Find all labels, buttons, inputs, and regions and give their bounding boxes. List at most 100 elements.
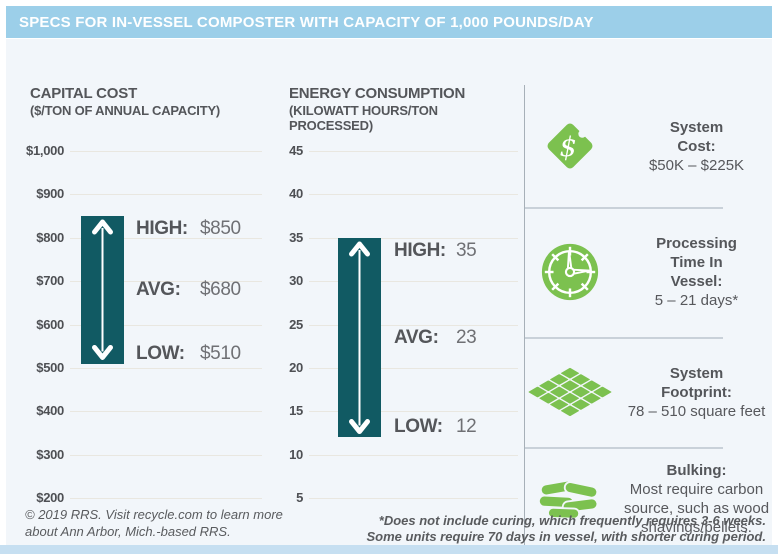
sidebar-item-title: System Footprint: [661,364,732,401]
sidebar-item-text: Processing Time In Vessel: 5 – 21 days* [615,234,778,310]
gridline [70,237,262,239]
sidebar-item-text: System Cost: $50K – $225K [615,118,778,175]
stat-value: 23 [456,326,477,348]
y-axis-tick: $200 [36,490,64,505]
price-tag-icon: $ [525,117,615,175]
sidebar-item-value: 5 – 21 days* [654,292,739,309]
stat-avg: AVG: 23 [394,326,477,350]
stat-high: HIGH: 35 [394,239,477,263]
stat-label: AVG: [394,326,439,348]
range-arrow-icon [349,241,370,434]
gridline [70,281,262,283]
y-axis-tick: 5 [296,490,303,505]
stat-value: $850 [200,218,241,240]
clock-icon [525,241,615,303]
y-axis-tick: $300 [36,446,64,462]
stat-label: HIGH: [136,218,188,240]
range-bar [338,237,381,438]
footnote-line-1: *Does not include curing, which frequent… [378,513,766,528]
sidebar-item-text: System Footprint: 78 – 510 square feet [615,364,778,421]
gridline [309,237,518,239]
y-axis-tick: $1,000 [26,143,64,158]
gridline [309,151,518,152]
stat-value: $680 [200,278,241,300]
footnote: *Does not include curing, which frequent… [366,513,766,545]
gridline [309,454,518,456]
footprint-grid-icon [525,365,615,419]
svg-text:$: $ [560,132,577,163]
specs-sidebar: $ System Cost: $50K – $225K [524,85,778,551]
y-axis-tick: 25 [289,316,303,332]
divider [525,337,723,339]
copyright-line-2: about Ann Arbor, Mich.-based RRS. [25,524,231,539]
copyright-line-1: © 2019 RRS. Visit recycle.com to learn m… [25,507,283,522]
stat-value: 35 [456,239,477,261]
y-axis-tick: $900 [36,186,64,202]
stat-label: LOW: [136,342,185,364]
footnote-line-2: Some units require 70 days in vessel, wi… [366,529,766,544]
stat-value: $510 [200,342,241,364]
stat-label: AVG: [136,278,181,300]
sidebar-item-value: $50K – $225K [648,156,745,174]
y-axis-tick: 35 [289,229,303,245]
copyright-note: © 2019 RRS. Visit recycle.com to learn m… [25,506,283,540]
sidebar-item-system-cost: $ System Cost: $50K – $225K [525,85,778,207]
stat-avg: AVG: $680 [136,278,241,302]
sidebar-item-title: Bulking: [666,462,727,479]
gridline [70,367,262,369]
y-axis-tick: $600 [36,316,64,332]
chart-canvas: $1,000 $900 $800 $700 $600 $500 $400 $300 $200 HI… [6,85,276,515]
gridline [309,498,518,499]
gridline [70,194,262,196]
stat-low: LOW: $510 [136,342,241,366]
sidebar-item-processing-time: Processing Time In Vessel: 5 – 21 days* [525,207,778,337]
stat-value: 12 [456,416,477,438]
gridline [70,151,262,152]
stat-label: LOW: [394,416,443,438]
chart-canvas: 45 40 35 30 25 20 15 10 5 HIGH: 35 AVG: 23 LOW: 12 [276,85,524,515]
gridline [70,411,262,413]
y-axis-tick: $500 [36,359,64,375]
y-axis-tick: 30 [289,273,303,289]
y-axis-tick: 40 [289,186,303,202]
stat-low: LOW: 12 [394,415,477,439]
y-axis-tick: 15 [289,403,303,419]
header-bar: SPECS FOR IN-VESSEL COMPOSTER WITH CAPAC… [6,6,772,38]
gridline [309,367,518,369]
stat-label: HIGH: [394,239,446,261]
header-title: SPECS FOR IN-VESSEL COMPOSTER WITH CAPAC… [19,13,594,31]
chart-title: ENERGY CONSUMPTION [289,85,466,102]
energy-consumption-chart: ENERGY CONSUMPTION (KILOWATT HOURS/TON P… [276,85,524,515]
capital-cost-chart: CAPITAL COST ($/TON OF ANNUAL CAPACITY) … [6,85,276,515]
y-axis-tick: 45 [289,143,303,158]
divider [525,207,723,209]
gridline [309,281,518,283]
bottom-accent-strip [0,545,778,554]
y-axis-tick: $400 [36,403,64,419]
wood-shavings-icon [525,476,615,522]
gridline [70,498,262,499]
gridline [70,324,262,326]
range-arrow-icon [92,219,113,361]
sidebar-item-title: Processing Time In Vessel: [656,235,737,290]
sidebar-item-text: Bulking: Most require carbon source, suc… [615,461,778,537]
sidebar-item-value: Most require carbon source, such as wood… [623,481,770,536]
divider [525,447,723,449]
gridline [309,411,518,413]
y-axis-tick: $800 [36,229,64,245]
y-axis-tick: $700 [36,273,64,289]
stat-high: HIGH: $850 [136,217,241,241]
content-area: CAPITAL COST ($/TON OF ANNUAL CAPACITY) … [6,39,772,551]
gridline [70,454,262,456]
chart-title: CAPITAL COST [30,85,138,102]
gridline [309,194,518,196]
sidebar-item-value: 78 – 510 square feet [627,402,766,420]
sidebar-item-title: System Cost: [669,118,724,155]
y-axis-tick: 10 [289,446,303,462]
sidebar-item-system-footprint: System Footprint: 78 – 510 square feet [525,337,778,447]
range-bar [81,216,124,364]
chart-subtitle: ($/TON OF ANNUAL CAPACITY) [30,103,221,118]
y-axis-tick: 20 [289,359,303,375]
gridline [309,324,518,326]
